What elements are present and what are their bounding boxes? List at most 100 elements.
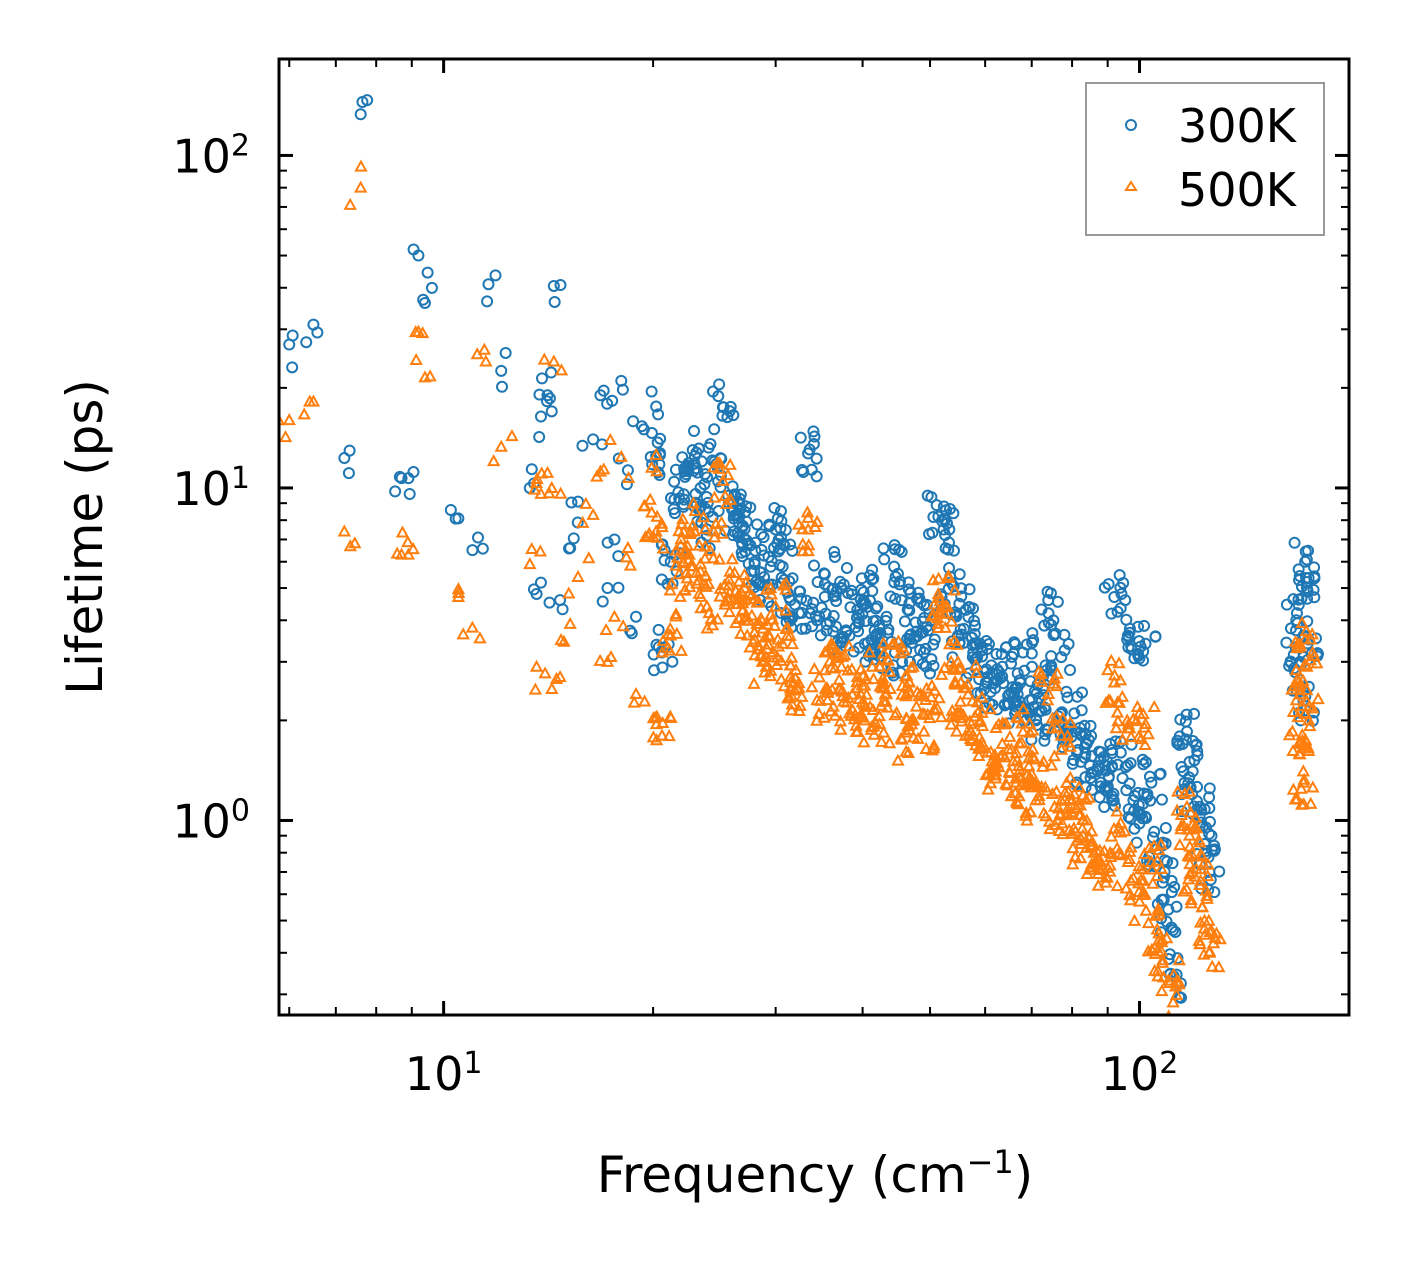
point-300k-74-cluster-5 [976, 650, 989, 663]
point-500k-72-cluster-7 [954, 675, 968, 688]
point-500k-93-cluster-9 [1099, 875, 1113, 888]
point-300k-44-cluster-6 [748, 555, 761, 568]
point-300k-46-cluster-6 [755, 528, 768, 541]
point-500k-51-cluster-7 [801, 544, 815, 557]
point-500k-99-cluster-6 [1147, 699, 1161, 713]
point-500k-77-cluster-8 [989, 720, 1003, 734]
point-500k-67-cluster-5 [925, 678, 939, 691]
point-300k-34-cluster-7 [677, 488, 690, 501]
point-500k-98 [1132, 894, 1147, 907]
point-300k-39-cluster-2 [717, 401, 730, 414]
point-500k-70-cluster-4 [942, 637, 957, 650]
point-300k-33-cluster-5 [668, 475, 681, 488]
point-500k-32-cluster-2 [656, 633, 670, 646]
point-300k-36 [694, 481, 707, 494]
point-300k-44-cluster-8 [749, 536, 762, 549]
point-500k-65 [909, 699, 924, 712]
point-500k-3 [353, 180, 368, 193]
point-300k-108-cluster-4 [1203, 791, 1216, 804]
point-500k-30-cluster-5 [638, 530, 653, 543]
point-500k-80-cluster-4 [1022, 716, 1037, 729]
point-300k-92-cluster-4 [1094, 753, 1107, 766]
point-300k-46-cluster-4 [757, 531, 770, 544]
point-300k-89-cluster-9 [1067, 754, 1080, 767]
point-300k-39-cluster-9 [723, 405, 736, 418]
x-axis-label-superscript: −1 [967, 1143, 1014, 1181]
point-500k-34-cluster-3 [670, 550, 685, 563]
point-500k-94-cluster-8 [1099, 695, 1113, 708]
point-500k-55-cluster-2 [832, 672, 846, 685]
point-300k-105-cluster-9 [1188, 707, 1201, 720]
point-500k-67-cluster-6 [913, 687, 928, 700]
point-300k-50-cluster-2 [794, 585, 807, 598]
x-axis-label: Frequency (cm−1) [597, 1143, 1034, 1204]
point-500k-38-cluster-4 [715, 526, 730, 539]
point-500k-30-cluster-0 [656, 541, 670, 554]
point-300k-19-cluster-1 [567, 532, 580, 545]
point-500k-73-cluster-4 [956, 708, 970, 721]
point-500k-98-cluster-8 [1123, 893, 1138, 906]
point-500k-20 [571, 569, 585, 582]
point-500k-72-cluster-1 [961, 687, 975, 700]
point-300k-22-cluster-0 [597, 384, 610, 397]
point-500k-54-cluster-4 [817, 710, 831, 723]
point-500k-115-cluster-2 [1305, 645, 1320, 658]
point-500k-89-cluster-6 [1073, 851, 1088, 864]
point-300k-65-cluster-9 [909, 616, 922, 629]
point-300k-31-cluster-8 [652, 623, 665, 636]
point-500k-78-cluster-8 [1004, 742, 1019, 755]
point-500k-71-cluster-9 [944, 709, 959, 722]
point-500k-99-cluster-2 [1129, 714, 1144, 727]
point-300k-5-cluster-0 [393, 470, 406, 483]
point-500k-37-cluster-5 [702, 606, 716, 619]
point-500k-106-cluster-1 [1174, 807, 1189, 821]
point-500k-51-cluster-9 [791, 517, 806, 530]
point-500k-97-cluster-3 [1123, 888, 1137, 901]
point-300k-81-cluster-6 [1014, 676, 1027, 689]
point-500k-59-cluster-7 [873, 659, 887, 672]
point-500k-86-cluster-9 [1063, 739, 1077, 752]
point-500k-100-cluster-2 [1154, 861, 1169, 874]
point-300k-91-cluster-8 [1079, 771, 1092, 784]
point-500k-47-cluster-7 [760, 617, 774, 630]
point-500k-91-cluster-0 [1084, 824, 1099, 837]
point-500k-51-cluster-8 [796, 537, 810, 550]
point-500k-35-cluster-5 [675, 516, 689, 529]
point-500k-17-cluster-0 [537, 352, 552, 365]
point-500k-98-cluster-9 [1141, 916, 1156, 929]
point-500k-27 [629, 686, 643, 700]
point-500k-116-cluster-6 [1292, 735, 1307, 748]
point-300k-61-cluster-3 [869, 602, 882, 615]
point-500k-95-cluster-7 [1118, 824, 1132, 837]
point-300k-10-cluster-0 [481, 295, 494, 308]
point-500k-75-cluster-7 [975, 740, 989, 753]
point-500k-102-cluster-1 [1167, 967, 1181, 980]
point-500k-74-cluster-4 [973, 714, 987, 727]
point-500k-109-cluster-2 [1200, 891, 1214, 904]
point-500k-58-cluster-5 [857, 735, 871, 748]
point-500k-67-cluster-4 [932, 691, 946, 704]
point-500k-55-cluster-9 [830, 648, 845, 661]
point-500k-83-cluster-5 [1044, 758, 1059, 771]
point-500k-94-cluster-5 [1100, 663, 1115, 676]
point-300k-84-cluster-4 [1035, 603, 1048, 616]
point-500k-90-cluster-8 [1079, 792, 1093, 805]
point-300k-48-cluster-7 [778, 573, 791, 586]
point-500k-46-cluster-9 [760, 641, 774, 654]
point-300k-33-cluster-8 [672, 486, 685, 499]
point-500k-47-cluster-8 [759, 582, 774, 595]
point-500k-47-cluster-3 [779, 576, 793, 589]
point-300k-100-cluster-8 [1137, 758, 1150, 771]
y-tick-label-0: 100 [172, 793, 250, 849]
x-tick-label-1: 102 [1101, 1046, 1179, 1102]
point-300k-59-cluster-5 [857, 586, 870, 599]
point-300k-35-cluster-9 [676, 451, 689, 464]
point-300k-102-cluster-9 [1161, 855, 1174, 868]
point-500k-29-cluster-1 [649, 447, 663, 460]
point-500k-2 [337, 524, 352, 537]
point-500k-28-cluster-0 [638, 498, 652, 511]
point-300k-96-cluster-9 [1122, 641, 1135, 654]
series-layer [279, 94, 1325, 1015]
point-500k-83-cluster-9 [1027, 751, 1042, 764]
point-300k-115-cluster-4 [1292, 593, 1305, 606]
